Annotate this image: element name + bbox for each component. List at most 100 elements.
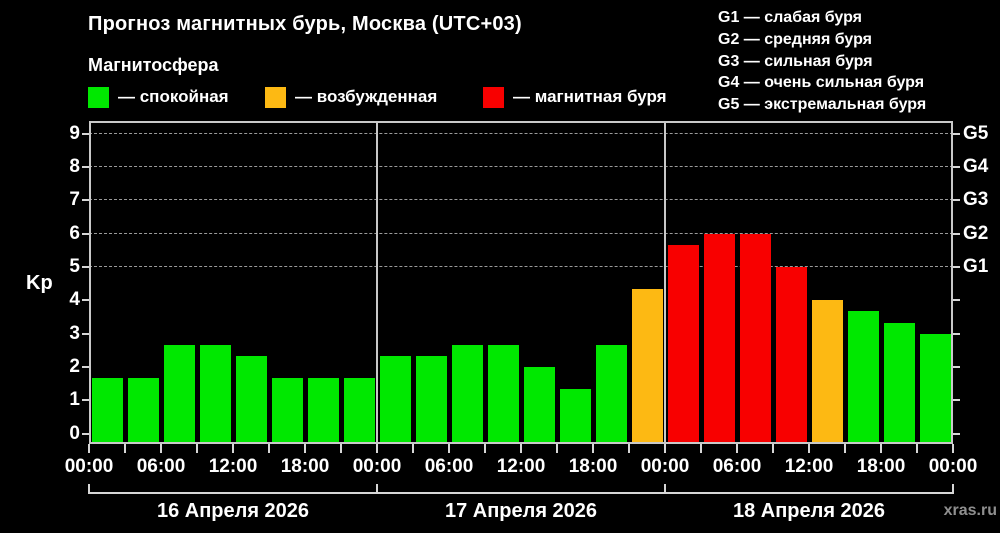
kp-bar (163, 344, 195, 444)
x-axis-tick (304, 444, 306, 453)
kp-bar (667, 244, 699, 444)
kp-bar (559, 389, 591, 444)
x-axis-tick (160, 444, 162, 453)
day-bracket-tick (952, 484, 954, 494)
kp-bar (883, 322, 915, 444)
x-axis-tick (412, 444, 414, 453)
y-axis-tick-label: 9 (69, 122, 80, 144)
watermark: xras.ru (943, 502, 997, 519)
y-axis-tick (82, 232, 89, 235)
right-axis-label-g2: G2 (963, 222, 989, 244)
x-axis-tick (448, 444, 450, 453)
y-axis-tick (82, 432, 89, 435)
x-axis-tick (952, 444, 954, 453)
right-axis-tick (953, 132, 960, 135)
kp-bar (811, 300, 843, 444)
g-legend-line: G1 — слабая буря (718, 9, 863, 26)
x-axis-time-label: 12:00 (496, 456, 546, 477)
gridline-5 (89, 266, 953, 267)
x-axis-time-label: 06:00 (712, 456, 762, 477)
kp-bar (487, 344, 519, 444)
y-axis-tick-label: 2 (69, 355, 80, 377)
kp-bar (307, 377, 339, 444)
legend-item-quiet: — спокойная (88, 86, 229, 108)
y-axis-tick-label: 0 (69, 422, 80, 444)
y-axis-tick (82, 266, 89, 268)
x-axis-tick (232, 444, 234, 453)
storm-color-swatch (483, 86, 504, 108)
day-bracket-tick (376, 484, 378, 494)
y-axis-tick (82, 299, 89, 302)
right-axis-tick (953, 365, 960, 368)
x-axis-time-label: 18:00 (568, 456, 618, 477)
plot-frame-right (951, 121, 953, 444)
right-axis-tick (953, 432, 960, 435)
kp-bar (415, 355, 447, 444)
gridline-8 (89, 166, 953, 168)
kp-bar (379, 355, 411, 444)
g-legend-line: G5 — экстремальная буря (718, 96, 927, 114)
gridline-7 (89, 199, 953, 201)
x-axis-tick (556, 444, 558, 453)
kp-bar (271, 377, 303, 444)
day-separator (664, 121, 666, 453)
kp-bar (631, 289, 663, 444)
kp-bar (919, 333, 951, 444)
kp-bar (739, 233, 771, 444)
g-legend-line: G4 — очень сильная буря (718, 74, 925, 92)
right-axis-tick (953, 166, 960, 169)
x-axis-time-label: 00:00 (64, 456, 114, 477)
x-axis-tick (664, 444, 666, 453)
legend-label: — спокойная (118, 87, 229, 106)
date-label: 18 Апреля 2026 (732, 500, 886, 522)
kp-bar (703, 233, 735, 444)
g-legend-line: G2 — средняя буря (718, 30, 872, 48)
x-axis-tick (484, 444, 486, 453)
y-axis-tick-label: 1 (69, 389, 80, 411)
g-scale-legend: G1 — слабая буря G2 — средняя буря G3 — си… (718, 7, 926, 116)
y-axis-tick (82, 399, 89, 402)
gridline-9 (89, 132, 953, 134)
plot-frame-top (89, 121, 953, 123)
x-axis-tick (628, 444, 630, 453)
x-axis-time-label: 12:00 (784, 456, 834, 477)
kp-bar (127, 377, 159, 444)
right-axis-tick (953, 332, 960, 335)
kp-bar (595, 344, 627, 444)
y-axis-tick (82, 365, 89, 368)
x-axis-tick (340, 444, 342, 453)
kp-bar (343, 377, 375, 444)
x-axis-tick (268, 444, 270, 453)
excited-color-swatch (265, 86, 286, 108)
y-axis-label: Kp (26, 272, 53, 294)
x-axis-time-label: 06:00 (424, 456, 474, 477)
date-label: 16 Апреля 2026 (156, 500, 310, 522)
plot-frame-bottom (89, 442, 953, 444)
day-separator (376, 121, 378, 453)
x-axis-tick (808, 444, 810, 453)
kp-bar (847, 311, 879, 444)
x-axis-time-label: 00:00 (640, 456, 690, 477)
x-axis-tick (376, 444, 378, 453)
quiet-color-swatch (88, 86, 109, 108)
x-axis-tick (520, 444, 522, 453)
x-axis-time-label: 00:00 (928, 456, 978, 477)
y-axis-tick-label: 5 (69, 256, 80, 277)
right-axis-label-g5: G5 (963, 122, 989, 144)
x-axis-time-label: 00:00 (352, 456, 402, 477)
y-axis-tick-label: 3 (69, 322, 80, 344)
y-axis-tick-label: 4 (69, 289, 80, 311)
x-axis-tick (736, 444, 738, 453)
x-axis-tick (772, 444, 774, 453)
kp-bar (199, 344, 231, 444)
legend-item-storm: — магнитная буря (483, 86, 667, 108)
page-title: Прогноз магнитных бурь, Москва (UTC+03) (88, 13, 522, 35)
y-axis-tick (82, 199, 89, 202)
y-axis-tick-label: 8 (69, 156, 80, 178)
legend-label: — магнитная буря (513, 87, 667, 106)
right-axis-label-g3: G3 (963, 189, 989, 211)
x-axis-tick (592, 444, 594, 453)
x-axis-tick (844, 444, 846, 453)
right-axis-tick (953, 399, 960, 402)
